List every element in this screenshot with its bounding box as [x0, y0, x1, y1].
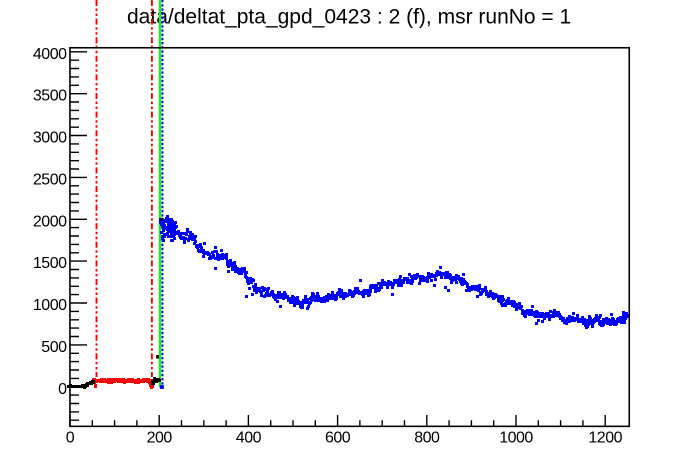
svg-text:200: 200	[147, 430, 173, 447]
svg-text:3000: 3000	[33, 130, 67, 147]
svg-text:0: 0	[58, 381, 67, 398]
svg-text:1000: 1000	[499, 430, 533, 447]
svg-text:0: 0	[66, 430, 75, 447]
svg-text:1000: 1000	[33, 297, 67, 314]
svg-text:600: 600	[325, 430, 351, 447]
svg-text:4000: 4000	[33, 46, 67, 63]
svg-text:500: 500	[41, 339, 67, 356]
svg-text:1200: 1200	[588, 430, 622, 447]
svg-text:400: 400	[236, 430, 262, 447]
svg-text:2000: 2000	[33, 213, 67, 230]
svg-text:3500: 3500	[33, 88, 67, 105]
svg-text:1500: 1500	[33, 255, 67, 272]
svg-text:2500: 2500	[33, 171, 67, 188]
svg-text:800: 800	[414, 430, 440, 447]
svg-text:data/deltat_pta_gpd_0423 : 2 (: data/deltat_pta_gpd_0423 : 2 (f), msr ru…	[127, 5, 571, 28]
